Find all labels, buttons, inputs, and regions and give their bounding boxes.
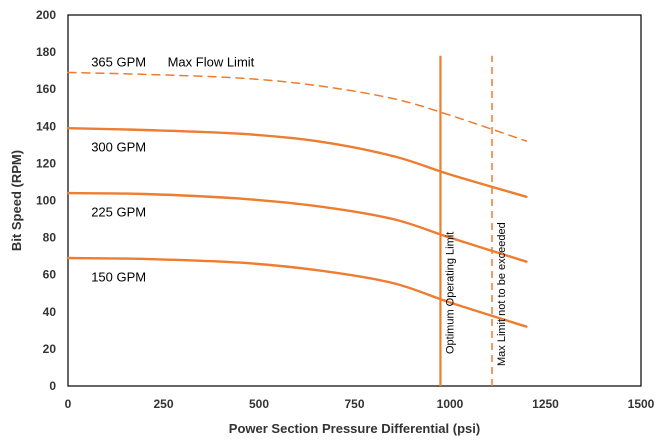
y-tick-label: 120 — [36, 156, 56, 170]
y-tick-label: 20 — [43, 342, 57, 356]
y-tick-label: 100 — [36, 194, 56, 208]
x-tick-label: 0 — [65, 397, 72, 411]
x-tick-label: 1000 — [437, 397, 464, 411]
x-tick-label: 1250 — [532, 397, 559, 411]
annotation-225-gpm: 225 GPM — [91, 205, 146, 220]
max-limit-label: Max Limit not to be exceeded — [496, 222, 508, 366]
series-line-365-gpm — [67, 71, 528, 142]
series-line-225-gpm — [66, 191, 528, 263]
y-tick-label: 60 — [43, 268, 57, 282]
annotation-300-gpm: 300 GPM — [91, 140, 146, 155]
x-tick-label: 250 — [153, 397, 173, 411]
annotations: Max Flow Limit 365 GPM 300 GPM 225 GPM 150 G… — [91, 54, 254, 284]
x-tick-label: 500 — [249, 397, 269, 411]
y-axis-title: Bit Speed (RPM) — [9, 150, 24, 251]
limit-lines: Optimum Operating Limit Max Limit not to … — [439, 55, 508, 386]
y-tick-label: 40 — [43, 305, 57, 319]
series-line-300-gpm — [66, 126, 528, 198]
y-tick-label: 140 — [36, 119, 56, 133]
tick-labels: 0 20 40 60 80 100 120 140 160 180 200 0 250 500 750 100… — [36, 8, 655, 411]
annotation-max-flow-limit: Max Flow Limit — [168, 54, 255, 69]
annotation-150-gpm: 150 GPM — [91, 270, 146, 285]
series-line-150-gpm — [66, 256, 528, 328]
y-tick-label: 200 — [36, 8, 56, 22]
x-axis-title: Power Section Pressure Differential (psi… — [229, 421, 480, 436]
plot-border — [67, 14, 642, 387]
series-layer — [66, 71, 528, 328]
y-tick-label: 180 — [36, 45, 56, 59]
x-tick-label: 1500 — [628, 397, 655, 411]
annotation-365-gpm: 365 GPM — [91, 54, 146, 69]
y-tick-label: 160 — [36, 82, 56, 96]
plot-area — [67, 14, 642, 387]
y-tick-label: 80 — [43, 231, 57, 245]
optimum-limit-label: Optimum Operating Limit — [444, 232, 456, 354]
y-tick-label: 0 — [49, 379, 56, 393]
x-tick-label: 750 — [344, 397, 364, 411]
